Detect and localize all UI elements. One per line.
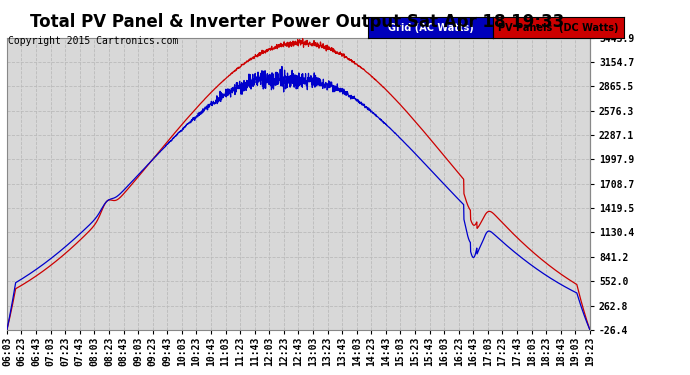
Text: Copyright 2015 Cartronics.com: Copyright 2015 Cartronics.com bbox=[8, 36, 179, 46]
Text: Total PV Panel & Inverter Power Output Sat Apr 18 19:33: Total PV Panel & Inverter Power Output S… bbox=[30, 13, 564, 31]
Text: Grid (AC Watts): Grid (AC Watts) bbox=[388, 22, 473, 33]
Text: PV Panels  (DC Watts): PV Panels (DC Watts) bbox=[498, 22, 618, 33]
